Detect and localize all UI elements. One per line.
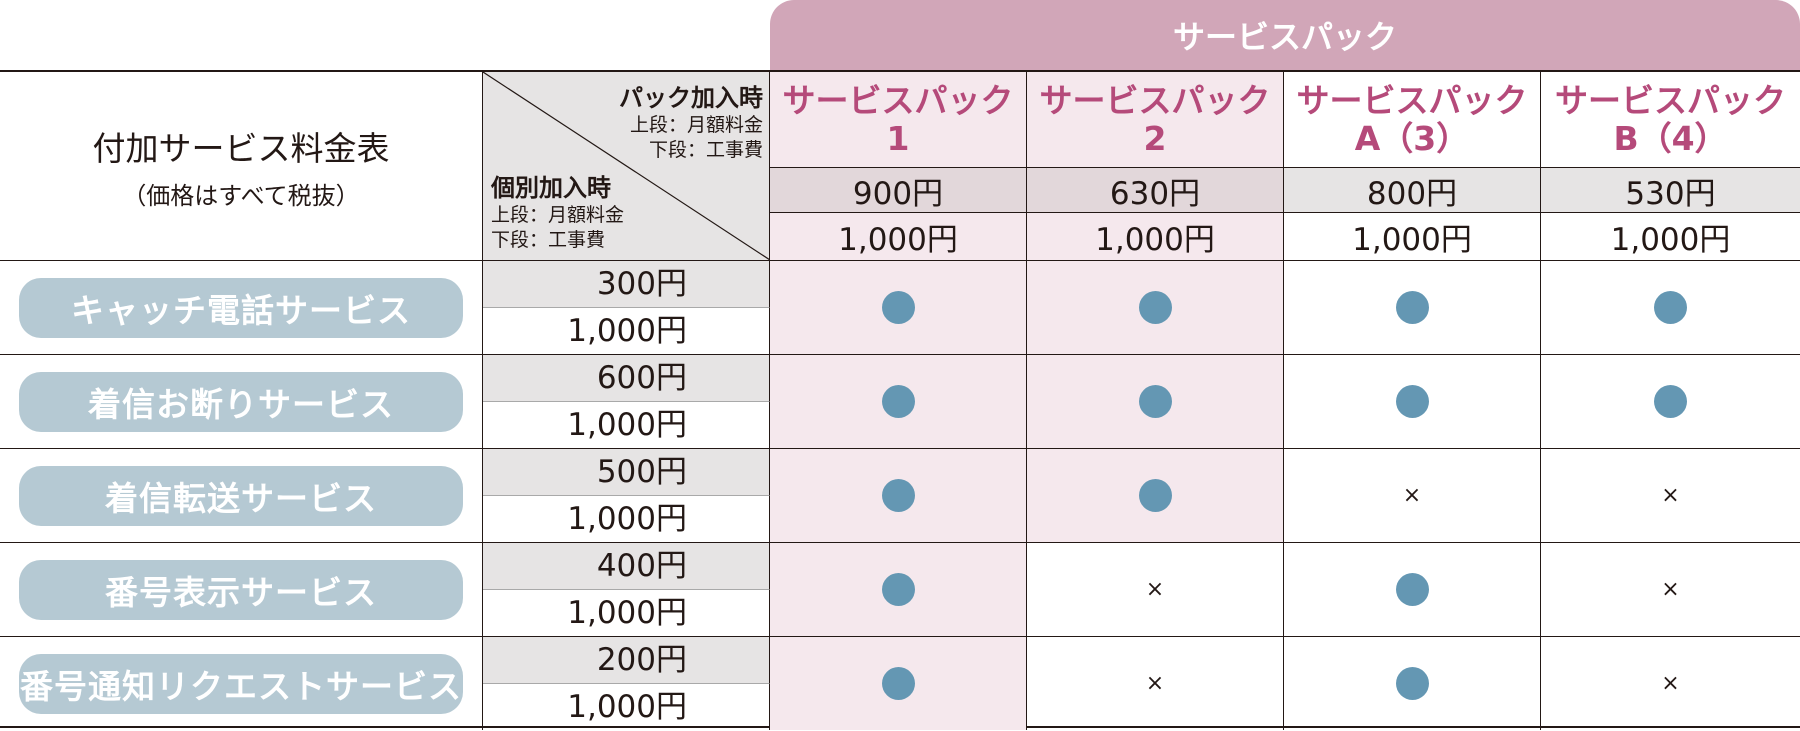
availability-cell [1027, 354, 1284, 448]
availability-cell: × [1284, 448, 1541, 542]
not-included-cross: × [1402, 483, 1422, 508]
service-name-cell: 番号通知リクエストサービス [0, 636, 483, 730]
table-title: 付加サービス料金表 [92, 128, 390, 168]
service-name-cell: キャッチ電話サービス [0, 260, 483, 354]
pack-a-number: A（3） [1354, 118, 1470, 158]
individual-join-line2: 下段：工事費 [491, 229, 606, 251]
availability-cell [1541, 354, 1800, 448]
included-dot-icon [1654, 291, 1687, 324]
service-monthly-price: 200円 [483, 636, 770, 683]
pack-b-monthly: 530円 [1541, 167, 1800, 213]
service-name-cell: 番号表示サービス [0, 542, 483, 636]
pack-1-fee: 1,000円 [770, 213, 1027, 260]
pack-join-line1: 上段：月額料金 [629, 114, 763, 136]
not-included-cross: × [1145, 577, 1165, 602]
pack-join-line2: 下段：工事費 [648, 139, 763, 161]
availability-cell: × [1541, 542, 1800, 636]
included-dot-icon [1395, 291, 1429, 324]
individual-join-line1: 上段：月額料金 [491, 204, 625, 226]
service-monthly-price: 400円 [483, 542, 770, 589]
included-dot-icon [881, 479, 915, 512]
included-dot-icon [881, 573, 915, 606]
included-dot-icon [1654, 385, 1687, 418]
availability-cell: × [1541, 448, 1800, 542]
service-name-cell: 着信転送サービス [0, 448, 483, 542]
pack-b-name: サービスパック [1555, 80, 1786, 120]
pack-a-name: サービスパック [1296, 80, 1528, 120]
service-monthly-price: 300円 [483, 260, 770, 307]
service-name-pill: 着信お断りサービス [19, 371, 463, 432]
not-included-cross: × [1661, 671, 1680, 696]
service-monthly-price: 600円 [483, 354, 770, 401]
availability-cell [770, 260, 1027, 354]
availability-cell: × [1027, 636, 1284, 730]
pack-1-number: 1 [886, 118, 910, 158]
availability-cell [770, 354, 1027, 448]
included-dot-icon [881, 385, 915, 418]
service-name-pill: 番号通知リクエストサービス [19, 653, 463, 714]
service-name-pill: キャッチ電話サービス [19, 277, 463, 338]
service-name-pill: 番号表示サービス [19, 559, 463, 620]
service-install-fee: 1,000円 [483, 495, 770, 542]
pack-join-header: パック加入時 上段：月額料金 下段：工事費 [619, 78, 763, 163]
included-dot-icon [1138, 385, 1172, 418]
availability-cell [770, 636, 1027, 730]
availability-cell [1284, 636, 1541, 730]
availability-cell: × [1541, 636, 1800, 730]
availability-cell: × [1027, 542, 1284, 636]
pack-2-header: サービスパック 2 [1027, 72, 1284, 167]
availability-cell [770, 542, 1027, 636]
included-dot-icon [1395, 573, 1429, 606]
included-dot-icon [1395, 385, 1429, 418]
pack-2-fee: 1,000円 [1027, 213, 1284, 260]
pack-1-name: サービスパック [782, 80, 1014, 120]
included-dot-icon [1138, 479, 1172, 512]
included-dot-icon [881, 291, 915, 324]
service-install-fee: 1,000円 [483, 589, 770, 636]
not-included-cross: × [1661, 483, 1680, 508]
table-subtitle: （価格はすべて税抜） [122, 181, 360, 210]
service-name-pill: 着信転送サービス [19, 465, 463, 526]
availability-cell [1027, 260, 1284, 354]
availability-cell [1027, 448, 1284, 542]
table-title-cell: 付加サービス料金表 （価格はすべて税抜） [0, 72, 483, 260]
pack-a-monthly: 800円 [1284, 167, 1541, 213]
availability-cell [1284, 542, 1541, 636]
pack-1-header: サービスパック 1 [770, 72, 1027, 167]
availability-cell [1541, 260, 1800, 354]
availability-cell [1284, 354, 1541, 448]
pack-1-monthly: 900円 [770, 167, 1027, 213]
pack-a-fee: 1,000円 [1284, 213, 1541, 260]
diagonal-header-cell: パック加入時 上段：月額料金 下段：工事費 個別加入時 上段：月額料金 下段：工… [483, 72, 770, 260]
pack-b-number: B（4） [1613, 118, 1728, 158]
pack-2-name: サービスパック [1039, 80, 1271, 120]
individual-join-header: 個別加入時 上段：月額料金 下段：工事費 [491, 168, 624, 253]
service-name-cell: 着信お断りサービス [0, 354, 483, 448]
price-table: 付加サービス料金表 （価格はすべて税抜） パック加入時 上段：月額料金 下段：工… [0, 70, 1800, 730]
not-included-cross: × [1661, 577, 1680, 602]
service-monthly-price: 500円 [483, 448, 770, 495]
service-install-fee: 1,000円 [483, 683, 770, 730]
service-install-fee: 1,000円 [483, 401, 770, 448]
included-dot-icon [1138, 291, 1172, 324]
pack-join-title: パック加入時 [619, 84, 763, 112]
not-included-cross: × [1145, 671, 1165, 696]
pack-b-header: サービスパック B（4） [1541, 72, 1800, 167]
pack-a-header: サービスパック A（3） [1284, 72, 1541, 167]
service-install-fee: 1,000円 [483, 307, 770, 354]
availability-cell [1284, 260, 1541, 354]
pack-2-number: 2 [1143, 118, 1167, 158]
pack-2-monthly: 630円 [1027, 167, 1284, 213]
diagonal-line [483, 72, 770, 260]
pack-b-fee: 1,000円 [1610, 222, 1731, 258]
individual-join-title: 個別加入時 [491, 174, 611, 202]
availability-cell [770, 448, 1027, 542]
included-dot-icon [1395, 667, 1429, 700]
included-dot-icon [881, 667, 915, 700]
service-pack-banner: サービスパック [770, 0, 1800, 70]
